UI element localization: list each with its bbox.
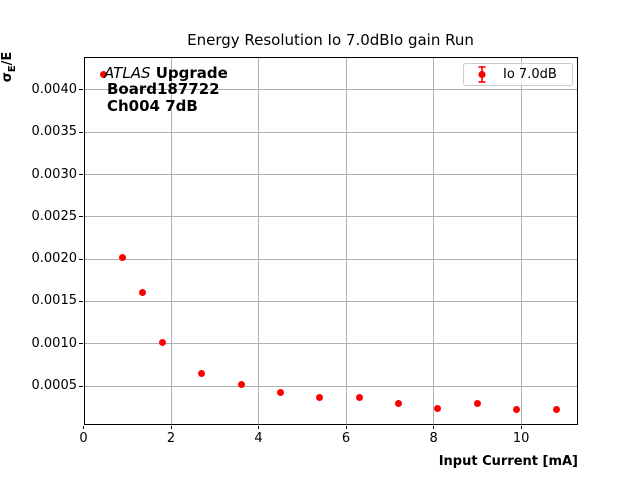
legend: Io 7.0dB [463,63,573,86]
data-point [316,394,324,402]
data-point [276,388,284,396]
x-tick-mark [170,425,172,429]
y-tick-label: 0.0025 [31,208,78,224]
x-tick-mark [520,425,522,429]
data-point [139,288,147,296]
ylabel-sigma: σ [0,72,16,83]
x-gridline [170,57,172,425]
y-gridline [83,385,578,387]
y-tick-label: 0.0010 [31,335,78,351]
annotation-block: ATLAS Upgrade Board187722 Ch004 7dB [104,65,228,114]
annotation-line-1: ATLAS Upgrade [104,65,228,81]
data-point [513,406,521,414]
data-point [355,393,363,401]
x-tick-mark [83,425,84,429]
y-tick-mark [79,216,83,218]
y-tick-label: 0.0015 [31,293,78,309]
data-point [552,406,560,414]
legend-label: Io 7.0dB [503,67,557,82]
x-tick-label: 4 [254,431,263,446]
plot-border [83,57,578,425]
y-tick-label: 0.0030 [31,166,78,182]
experiment-name: ATLAS [104,64,151,82]
y-gridline [83,174,578,176]
data-point [198,369,206,377]
y-axis-label: σE/E [0,52,18,83]
x-gridline [520,57,522,425]
y-tick-label: 0.0005 [31,378,78,394]
x-tick-mark [433,425,435,429]
data-point [99,71,107,79]
y-tick-mark [79,174,83,176]
x-gridline [258,57,260,425]
errorbar-marker-icon [478,66,486,83]
x-tick-mark [345,425,347,429]
y-tick-mark [79,258,83,260]
annotation-line-3: Ch004 7dB [107,96,198,115]
ylabel-rest: /E [0,51,16,66]
y-gridline [83,300,578,302]
x-tick-label: 2 [166,431,176,446]
y-gridline [83,216,578,218]
y-tick-label: 0.0035 [31,124,78,140]
x-axis-label: Input Current [mA] [438,454,578,469]
y-tick-mark [79,131,83,133]
y-tick-label: 0.0020 [31,251,78,267]
data-point [237,380,245,388]
y-tick-mark [79,385,83,387]
y-tick-mark [79,343,83,345]
x-gridline [433,57,435,425]
data-point [434,404,442,412]
x-tick-label: 10 [512,431,530,446]
x-tick-label: 0 [79,431,88,446]
annotation-line-1-rest: Upgrade [150,64,228,82]
data-point [119,253,127,261]
data-point [473,400,481,408]
x-tick-label: 6 [341,431,351,446]
y-tick-mark [79,300,83,302]
x-tick-label: 8 [429,431,438,446]
data-point [158,339,166,347]
y-gridline [83,131,578,133]
data-point [395,400,403,408]
chart-title: Energy Resolution Io 7.0dBIo gain Run [187,31,474,49]
y-tick-mark [79,89,83,91]
y-tick-label: 0.0040 [31,81,78,97]
ylabel-subscript: E [6,65,18,73]
y-gridline [83,258,578,260]
x-tick-mark [258,425,260,429]
annotation-line-2: Board187722 [107,80,220,99]
y-gridline [83,343,578,345]
y-gridline [83,89,578,91]
x-gridline [345,57,347,425]
